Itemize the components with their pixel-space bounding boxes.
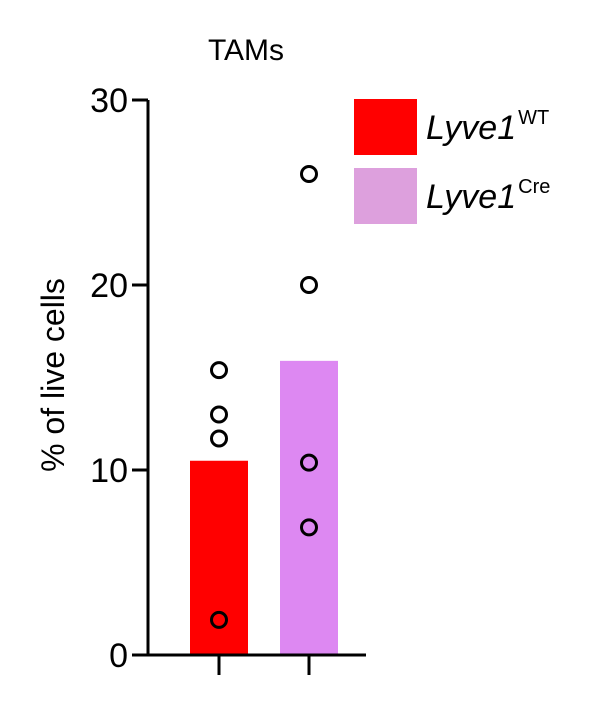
data-points-layer [210,165,318,629]
data-point-cre-2 [300,276,318,294]
chart-title: TAMs [208,34,284,67]
y-axis: 0 10 20 30 [90,82,366,675]
legend-label-superscript: WT [518,107,549,129]
data-point-wt-3 [210,429,228,448]
legend-label-main: Lyve1 [426,109,516,147]
legend-label-main: Lyve1 [426,178,516,216]
y-tick-label-0: 0 [109,637,128,675]
y-tick-label-10: 10 [90,452,128,490]
data-point-cre-3 [300,453,318,472]
y-axis-label: % of live cells [35,278,71,472]
data-point-wt-2 [210,405,228,424]
legend-label-cre: Lyve1 Cre [426,176,550,216]
bars-layer [190,360,338,655]
data-point-wt-1 [210,361,228,380]
data-point-cre-1 [300,165,318,183]
bar-wt [190,460,248,655]
y-tick-label-30: 30 [90,82,128,120]
legend-swatch-wt [354,99,417,155]
bar-cre [280,360,338,655]
legend-swatch-cre [354,168,417,224]
y-tick-label-20: 20 [90,267,128,305]
legend-label-superscript: Cre [518,176,550,198]
data-point-wt-4 [210,610,228,629]
legend-label-wt: Lyve1 WT [426,107,549,147]
data-point-cre-4 [300,518,318,537]
